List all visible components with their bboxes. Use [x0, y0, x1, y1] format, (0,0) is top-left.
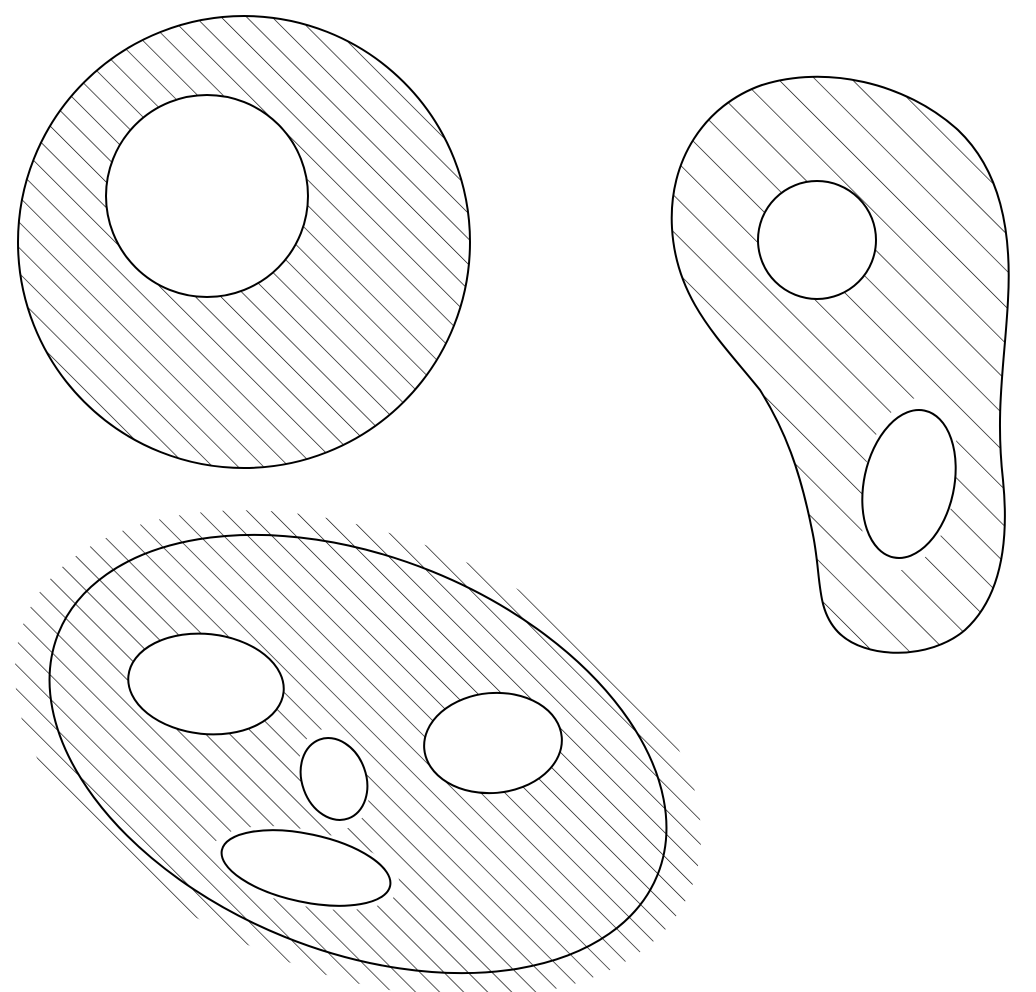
hole [423, 691, 563, 795]
outer-boundary [48, 533, 668, 975]
region-with-four-holes [14, 510, 702, 992]
hole [861, 409, 957, 559]
hole [757, 180, 877, 300]
outer-boundary [17, 15, 471, 469]
hatched-region [14, 510, 702, 992]
hole [105, 94, 309, 298]
hatched-region [18, 16, 470, 468]
hatched-region [671, 76, 1009, 653]
hole [127, 632, 285, 736]
region-with-one-hole [17, 15, 471, 469]
region-with-two-holes [670, 75, 1010, 654]
hole [220, 829, 392, 907]
outer-boundary [670, 75, 1010, 654]
hole [299, 737, 369, 821]
